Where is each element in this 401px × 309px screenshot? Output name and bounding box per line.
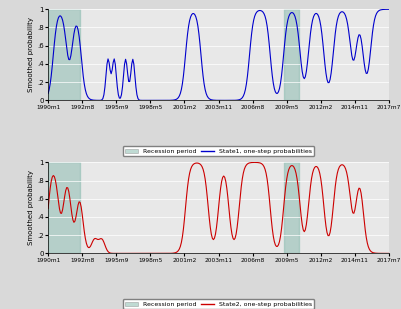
Legend: Recession period, State1, one-step probabilities: Recession period, State1, one-step proba… [123,146,314,156]
Bar [48,9,80,100]
Bar [284,162,299,253]
Bar [48,162,80,253]
Y-axis label: Smoothed probability: Smoothed probability [28,17,34,92]
Legend: Recession period, State2, one-step probabilities: Recession period, State2, one-step proba… [123,299,314,309]
Bar [284,9,299,100]
Y-axis label: Smoothed probability: Smoothed probability [28,170,34,245]
